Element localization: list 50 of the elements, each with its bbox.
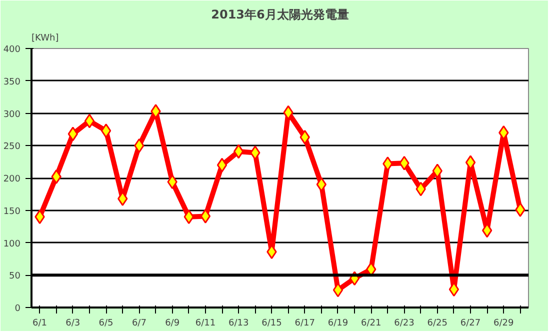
point [84,114,95,128]
x-tick-label: 6/19 [328,318,348,328]
point [200,208,211,224]
chart-title: 2013年6月太陽光発電量 [211,8,349,22]
point [250,145,260,160]
x-tick-label: 6/11 [195,318,216,328]
x-tick-label: 6/17 [294,318,315,328]
point [416,182,426,196]
x-tick-label: 6/23 [394,318,414,328]
y-tick-label: 150 [3,206,21,217]
point [134,138,144,153]
point [68,126,78,142]
x-tick-label: 6/7 [132,318,146,328]
point [100,123,112,138]
point [382,156,393,172]
y-tick-label: 250 [3,142,21,152]
point [234,144,244,159]
point [482,223,492,238]
x-tick-label: 6/15 [262,318,282,328]
point [266,244,277,260]
point [167,174,178,190]
x-tick-label: 6/3 [66,318,80,328]
y-tick-label: 100 [3,239,21,250]
x-tick-label: 6/1 [32,318,48,328]
point [300,130,310,144]
y-tick-label: 300 [3,110,21,120]
y-tick-label: 400 [3,45,21,55]
y-tick-label: 350 [3,77,21,88]
point [216,158,228,172]
y-tick-label: 50 [9,272,21,282]
point [184,210,194,224]
point [448,282,460,297]
x-tick-label: 6/25 [427,318,448,328]
x-tick-label: 6/27 [460,318,481,328]
x-tick-label: 6/9 [165,318,180,328]
x-tick-label: 6/29 [494,318,514,328]
point [51,169,62,184]
point [316,177,326,192]
point [34,210,45,224]
x-tick-label: 6/21 [361,318,382,328]
y-tick-label: 200 [3,174,21,184]
x-tick-label: 6/5 [98,318,114,328]
point [332,282,344,298]
point [399,156,410,170]
y-tick-label: 0 [14,304,21,314]
x-tick-label: 6/13 [228,318,249,328]
point [515,202,526,217]
point [498,125,509,140]
y-axis-title: [KWh] [32,34,59,44]
point [283,105,294,120]
